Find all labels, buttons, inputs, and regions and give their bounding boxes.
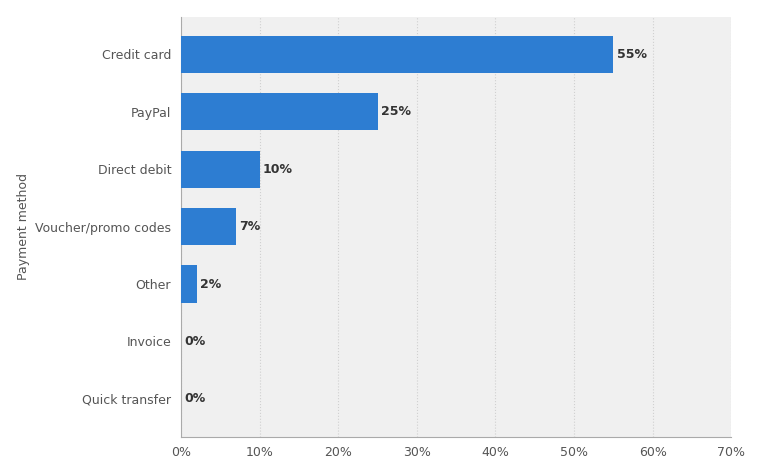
Bar [181, 93, 377, 130]
Text: 10%: 10% [263, 163, 293, 176]
Text: 7%: 7% [239, 220, 261, 233]
Text: 25%: 25% [381, 105, 411, 119]
Bar [181, 266, 197, 303]
Bar [181, 150, 260, 188]
Text: 0%: 0% [184, 392, 205, 406]
Bar [181, 208, 236, 245]
Bar [181, 36, 613, 73]
Text: 0%: 0% [184, 335, 205, 348]
Text: 55%: 55% [616, 48, 646, 61]
Text: 2%: 2% [200, 278, 221, 290]
Y-axis label: Payment method: Payment method [17, 173, 30, 280]
